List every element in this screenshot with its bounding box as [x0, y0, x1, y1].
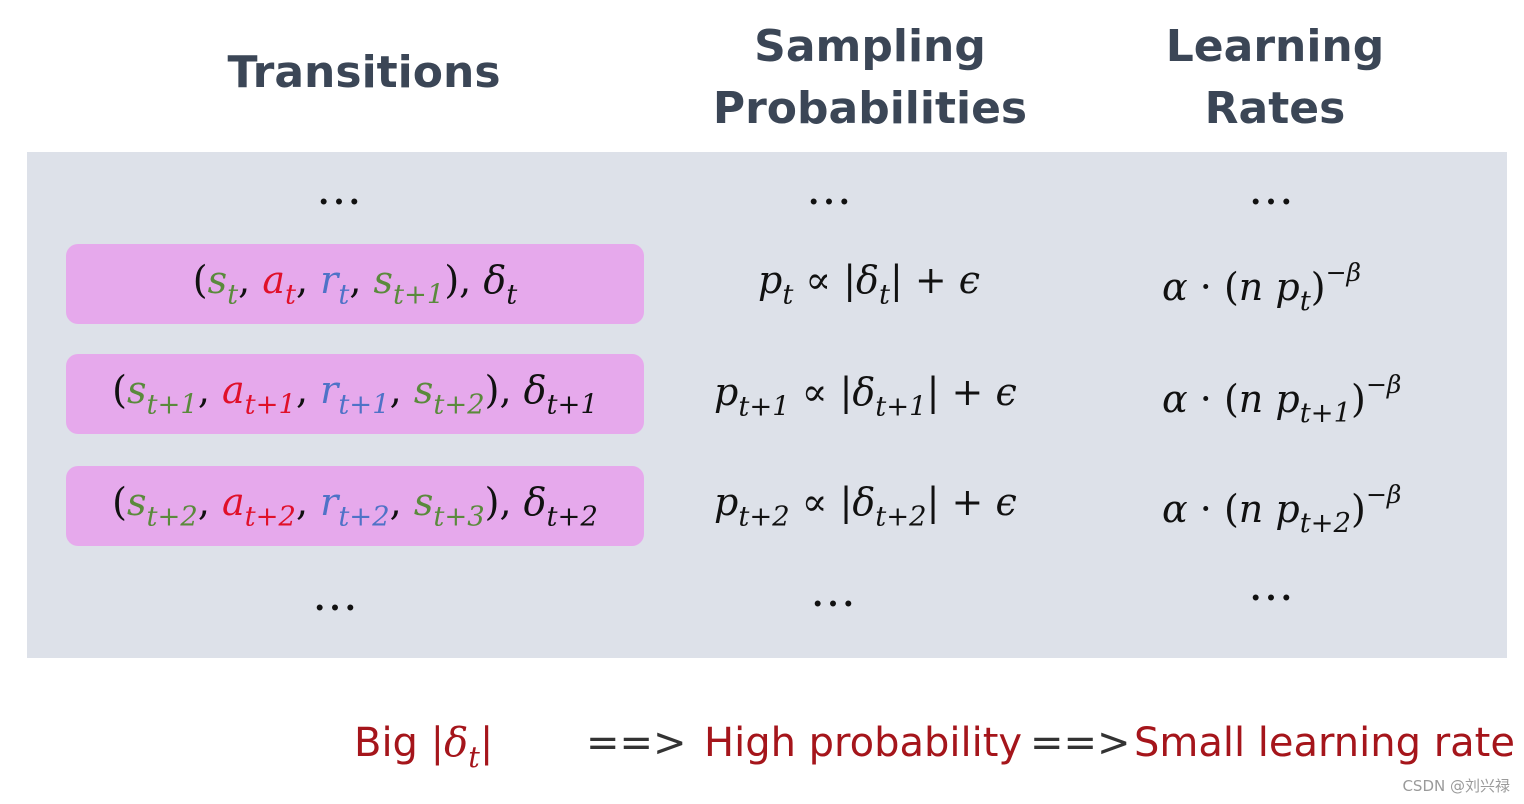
header-learning-rates: Learning Rates	[1140, 16, 1410, 140]
transition-box: (st+2, at+2, rt+2, st+3), δt+2	[66, 466, 644, 546]
sampling-probability: pt+2 ∝ |δt+2| + ϵ	[714, 480, 1017, 533]
transition-box: (st+1, at+1, rt+1, st+2), δt+1	[66, 354, 644, 434]
ellipsis-sampling-top: …	[806, 161, 855, 215]
transition-tuple: (st, at, rt, st+1), δt	[192, 257, 518, 311]
header-sampling-probabilities: Sampling Probabilities	[700, 16, 1040, 140]
ellipsis-learning-top: …	[1248, 161, 1297, 215]
watermark: CSDN @刘兴禄	[1402, 777, 1510, 795]
header-transitions-label: Transitions	[227, 47, 501, 98]
header-transitions: Transitions	[222, 42, 506, 104]
footer-small-learning-rate: Small learning rate	[1134, 720, 1515, 766]
footer-high-probability: High probability	[704, 720, 1023, 766]
ellipsis-transitions-bottom: …	[312, 567, 361, 621]
ellipsis-learning-bottom: …	[1248, 557, 1297, 611]
header-learning-line1: Learning	[1165, 21, 1385, 72]
ellipsis-sampling-bottom: …	[810, 563, 859, 617]
transition-tuple: (st+1, at+1, rt+1, st+2), δt+1	[112, 367, 598, 421]
header-sampling-line1: Sampling	[754, 21, 986, 72]
header-learning-line2: Rates	[1204, 83, 1346, 134]
header-sampling-line2: Probabilities	[712, 83, 1028, 134]
footer-arrow-1: ==>	[586, 720, 687, 766]
transition-box: (st, at, rt, st+1), δt	[66, 244, 644, 324]
learning-rate: α · (n pt)−β	[1162, 258, 1362, 318]
transition-tuple: (st+2, at+2, rt+2, st+3), δt+2	[112, 479, 598, 533]
footer-big-delta: Big |δt|	[354, 720, 494, 774]
sampling-probability: pt ∝ |δt| + ϵ	[758, 258, 981, 311]
sampling-probability: pt+1 ∝ |δt+1| + ϵ	[714, 370, 1017, 423]
learning-rate: α · (n pt+2)−β	[1162, 480, 1402, 540]
learning-rate: α · (n pt+1)−β	[1162, 370, 1402, 430]
footer-arrow-2: ==>	[1030, 720, 1131, 766]
footer-summary: Big |δt| ==> High probability ==> Small …	[0, 720, 1524, 780]
ellipsis-transitions-top: …	[316, 161, 365, 215]
